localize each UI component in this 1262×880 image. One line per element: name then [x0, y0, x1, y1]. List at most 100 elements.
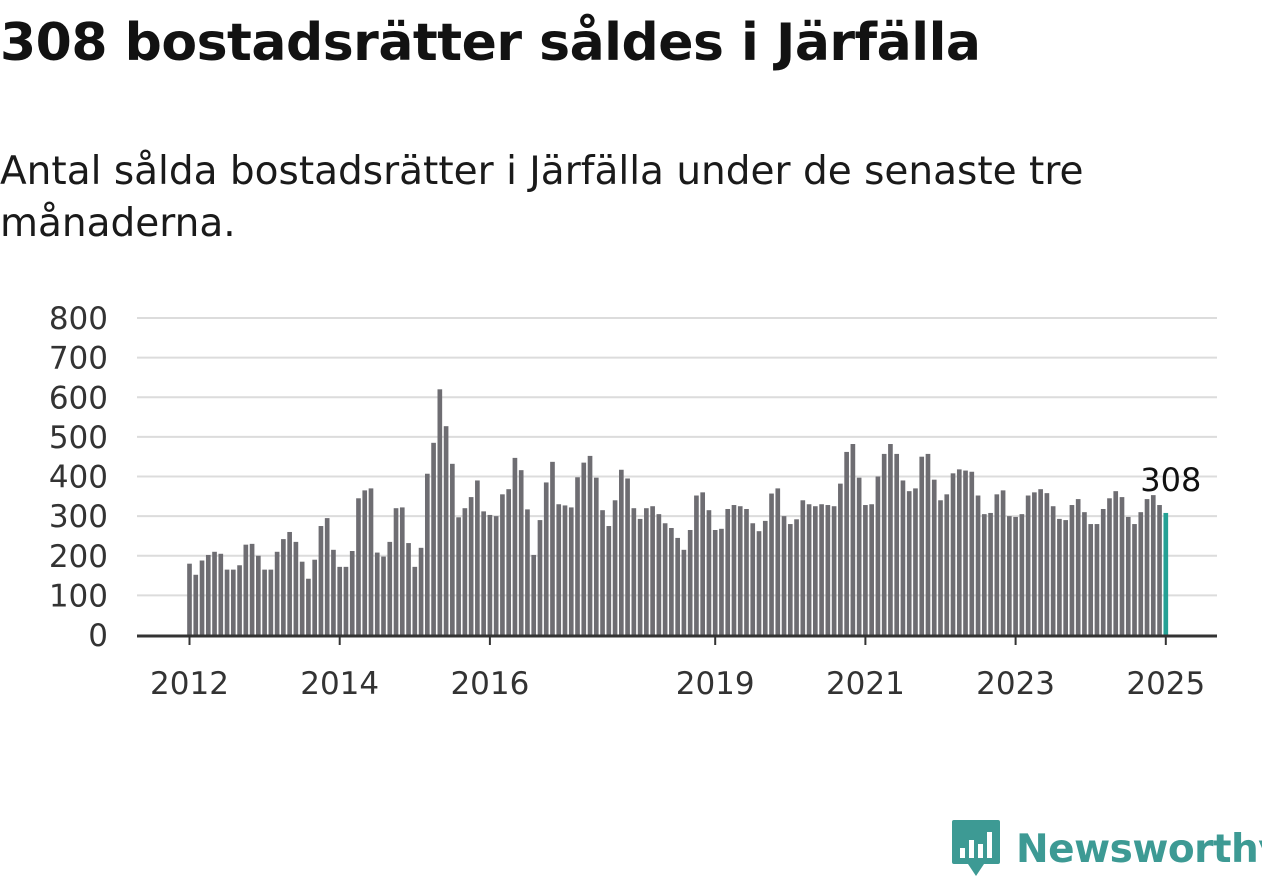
bar: [249, 543, 255, 635]
bar: [581, 462, 587, 635]
bar: [381, 556, 386, 635]
bar: [1125, 516, 1131, 635]
y-tick-label: 600: [49, 380, 108, 416]
logo-text: Newsworthy: [1016, 826, 1262, 872]
bar: [925, 453, 931, 635]
bar: [656, 514, 662, 635]
bar: [1057, 518, 1062, 635]
bar: [568, 507, 574, 635]
bar: [1082, 512, 1087, 635]
bar: [662, 523, 668, 635]
y-tick-label: 200: [49, 539, 108, 575]
bar: [831, 506, 837, 635]
bar: [368, 488, 374, 635]
bar: [418, 547, 424, 635]
bar: [775, 488, 781, 635]
bar: [518, 470, 524, 635]
bar-series: [187, 389, 1169, 636]
bar: [1019, 514, 1025, 635]
bar: [762, 520, 768, 635]
bar: [687, 529, 693, 635]
bar: [437, 389, 443, 635]
bar: [312, 559, 317, 635]
x-tick-label: 2016: [450, 666, 529, 702]
x-tick-label: 2025: [1126, 666, 1205, 702]
bar: [1075, 499, 1081, 635]
bar: [800, 500, 806, 635]
bar: [193, 574, 199, 635]
bar: [725, 508, 731, 635]
bar: [963, 470, 968, 635]
bar: [343, 566, 349, 635]
bar: [650, 506, 655, 635]
bar: [256, 555, 261, 635]
bar: [844, 451, 849, 635]
bar: [525, 509, 530, 635]
bar: [431, 442, 436, 635]
x-tick-label: 2014: [300, 666, 379, 702]
bar: [1107, 498, 1112, 635]
bar: [850, 444, 856, 635]
bar: [1063, 520, 1068, 635]
bar: [318, 526, 324, 635]
bar: [1113, 491, 1119, 635]
bar: [324, 518, 330, 635]
bar: [299, 561, 305, 635]
bar: [1007, 516, 1012, 636]
y-tick-label: 700: [49, 341, 108, 377]
bar: [988, 512, 993, 635]
bar: [575, 477, 580, 635]
bar: [506, 489, 512, 635]
bar: [838, 483, 843, 635]
bar: [562, 505, 568, 635]
bar: [644, 508, 649, 635]
bar: [956, 469, 962, 635]
bar: [919, 456, 925, 635]
bar: [293, 541, 299, 635]
bar: [769, 493, 774, 635]
x-tick-label: 2019: [676, 666, 755, 702]
grid-lines: [137, 317, 1217, 597]
bar: [1032, 492, 1037, 635]
bar: [806, 504, 812, 635]
bar: [287, 531, 292, 635]
bar: [493, 516, 499, 636]
bar: [1138, 512, 1144, 635]
bar: [825, 505, 831, 635]
x-tick-label: 2012: [150, 666, 229, 702]
bar: [900, 480, 906, 635]
bar: [281, 539, 286, 635]
bar: [906, 491, 912, 635]
bar: [468, 497, 474, 635]
bar: [556, 504, 562, 635]
bar: [681, 549, 687, 635]
bar: [1094, 524, 1100, 635]
newsworthy-chart-icon: [952, 820, 1000, 876]
bar: [1013, 516, 1018, 635]
bar: [606, 526, 612, 635]
bar: [888, 444, 893, 635]
bar: [719, 528, 724, 635]
bar: [675, 537, 680, 635]
bar: [1119, 497, 1125, 635]
y-tick-label: 100: [49, 578, 108, 614]
bar: [550, 461, 555, 635]
bar: [706, 510, 712, 635]
bar: [412, 566, 418, 635]
bar: [387, 541, 393, 635]
bar: [712, 529, 718, 635]
bar: [268, 569, 274, 635]
bar: [863, 505, 868, 635]
bar: [187, 563, 192, 635]
bar: [349, 551, 355, 635]
bar: [1000, 490, 1006, 635]
bar: [931, 479, 937, 635]
bar: [944, 494, 950, 635]
bar: [625, 478, 630, 635]
bar: [981, 514, 987, 635]
annotations: 308: [1140, 461, 1201, 499]
bar: [1038, 489, 1043, 635]
bar: [1100, 508, 1106, 635]
bar: [237, 565, 242, 635]
